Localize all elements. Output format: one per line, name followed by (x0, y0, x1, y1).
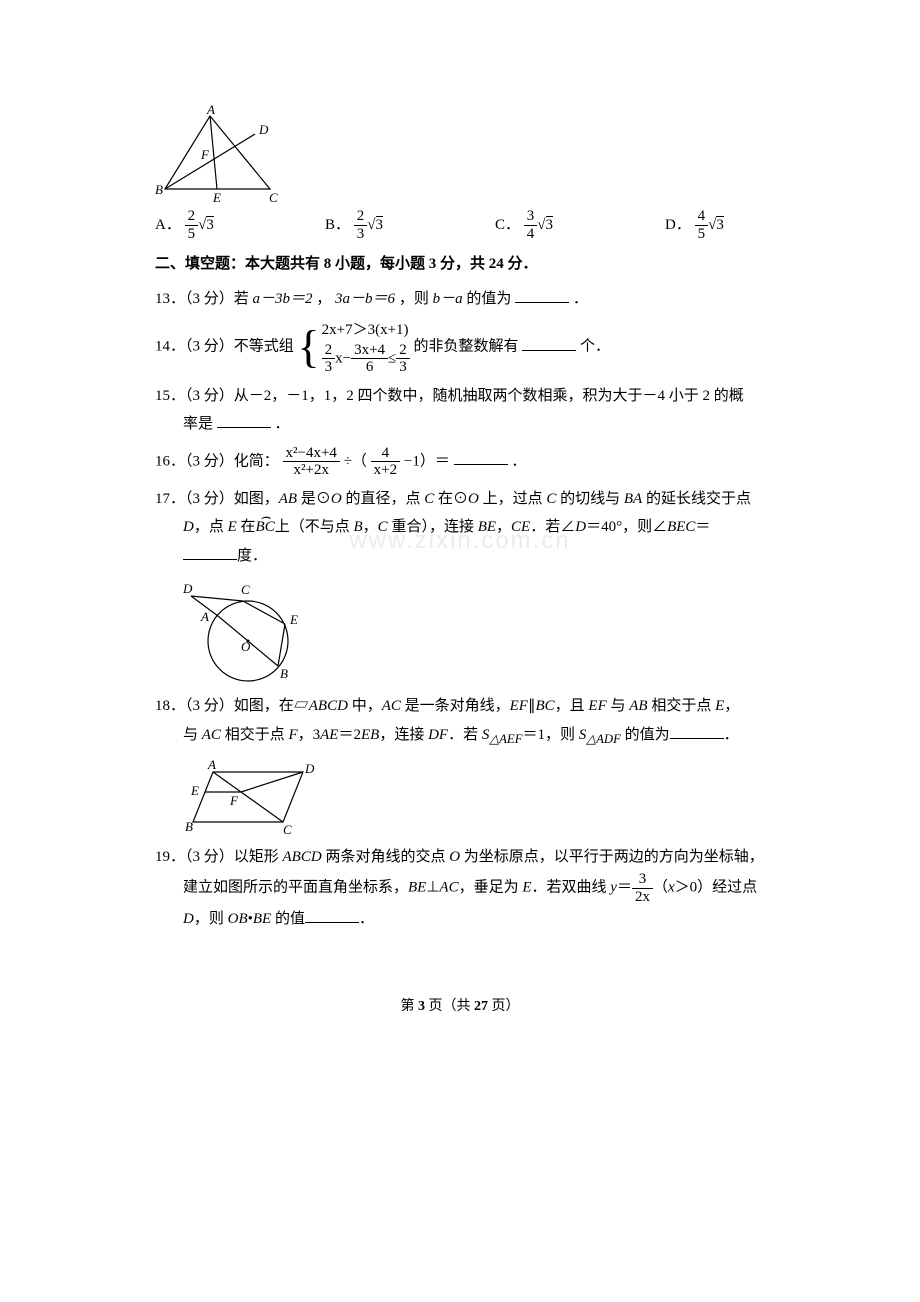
q16-frac2: 4x+2 (371, 445, 400, 479)
q14-system: { 2x+7＞3(x+1) 23x−3x+46≤23 (298, 319, 410, 376)
option-a-frac: 25 (185, 208, 199, 242)
q12-figure: A D F B E C (155, 104, 765, 204)
option-c-frac: 34 (524, 208, 538, 242)
svg-text:D: D (304, 761, 315, 776)
option-c-sqrt: √3 (537, 211, 553, 240)
svg-text:D: D (183, 581, 193, 596)
q17-line2: D，点 E 在BC上（不与点 B，C 重合），连接 BE，CE．若∠D＝40°，… (155, 513, 765, 542)
q14-row2: 23x−3x+46≤23 (322, 342, 410, 376)
q15-line1: 15．（3 分）从－2，－1，1，2 四个数中，随机抽取两个数相乘，积为大于－4… (155, 388, 744, 404)
q18-figure: A D E F B C (155, 757, 765, 837)
q17-figure: D C A E O B (155, 576, 765, 686)
q18-blank (670, 723, 724, 739)
svg-text:C: C (241, 582, 250, 597)
option-b-sqrt: √3 (367, 211, 383, 240)
document-page: A D F B E C A． 25 √3 B． 23 √3 C． 34 √3 D… (0, 0, 920, 1080)
q17-blank (183, 544, 237, 560)
q19-frac: 32x (632, 871, 653, 905)
svg-text:O: O (241, 639, 251, 654)
svg-text:B: B (280, 666, 288, 681)
option-b-frac: 23 (354, 208, 368, 242)
q14: 14．（3 分）不等式组 { 2x+7＞3(x+1) 23x−3x+46≤23 … (155, 319, 765, 376)
svg-text:A: A (207, 757, 216, 772)
label-a: A (206, 104, 215, 117)
option-c: C． 34 √3 (495, 208, 665, 242)
arc-bc: BC (256, 513, 275, 542)
section-2-title: 二、填空题：本大题共有 8 小题，每小题 3 分，共 24 分． (155, 250, 765, 279)
left-brace-icon: { (298, 324, 320, 370)
svg-text:B: B (185, 819, 193, 834)
option-a-label: A． (155, 211, 181, 240)
svg-text:E: E (190, 783, 199, 798)
label-f: F (200, 147, 210, 162)
svg-text:A: A (200, 609, 209, 624)
svg-text:E: E (289, 612, 298, 627)
q16: 16．（3 分）化简： x²−4x+4x²+2x ÷（ 4x+2 −1）＝ ． (155, 445, 765, 479)
q14-prefix: 14．（3 分）不等式组 (155, 339, 294, 355)
q17: 17．（3 分）如图，AB 是⊙O 的直径，点 C 在⊙O 上，过点 C 的切线… (155, 485, 765, 571)
option-b: B． 23 √3 (325, 208, 495, 242)
q13-eq2: 3a－b＝6 (335, 291, 395, 307)
label-c: C (269, 190, 278, 204)
triangle-figure: A D F B E C (155, 104, 285, 204)
q16-blank (454, 449, 508, 465)
page-footer: 第 3 页（共 27 页） (155, 994, 765, 1021)
svg-text:C: C (283, 822, 292, 837)
option-d: D． 45 √3 (665, 208, 724, 242)
option-d-label: D． (665, 211, 691, 240)
option-d-frac: 45 (695, 208, 709, 242)
q13-expr: b－a (433, 291, 463, 307)
label-b: B (155, 182, 163, 197)
q16-prefix: 16．（3 分）化简： (155, 453, 279, 469)
page-total: 27 (474, 999, 488, 1014)
q15-blank (217, 412, 271, 428)
q14-after: 的非负整数解有 (414, 339, 519, 355)
q13-blank (515, 287, 569, 303)
q13-eq1: a－3b＝2 (253, 291, 313, 307)
q15: 15．（3 分）从－2，－1，1，2 四个数中，随机抽取两个数相乘，积为大于－4… (155, 382, 765, 439)
label-d: D (258, 122, 269, 137)
q16-frac1: x²−4x+4x²+2x (283, 445, 340, 479)
label-e: E (212, 190, 221, 204)
q12-options: A． 25 √3 B． 23 √3 C． 34 √3 D． 45 √3 (155, 208, 765, 242)
q18: 18．（3 分）如图，在▱ABCD 中，AC 是一条对角线，EF∥BC，且 EF… (155, 692, 765, 751)
q14-row1: 2x+7＞3(x+1) (322, 319, 410, 342)
option-c-label: C． (495, 211, 520, 240)
option-d-sqrt: √3 (708, 211, 724, 240)
q14-blank (522, 335, 576, 351)
q15-line2: 率是 (183, 416, 213, 432)
option-a-sqrt: √3 (198, 211, 214, 240)
q19: 19．（3 分）以矩形 ABCD 两条对角线的交点 O 为坐标原点，以平行于两边… (155, 843, 765, 934)
page-number: 3 (418, 999, 425, 1014)
svg-text:F: F (229, 793, 239, 808)
option-b-label: B． (325, 211, 350, 240)
q13: 13．（3 分）若 a－3b＝2 ， 3a－b＝6 ，则 b－a 的值为 ． (155, 285, 765, 314)
q19-blank (305, 907, 359, 923)
option-a: A． 25 √3 (155, 208, 325, 242)
q13-prefix: 13．（3 分）若 (155, 291, 253, 307)
